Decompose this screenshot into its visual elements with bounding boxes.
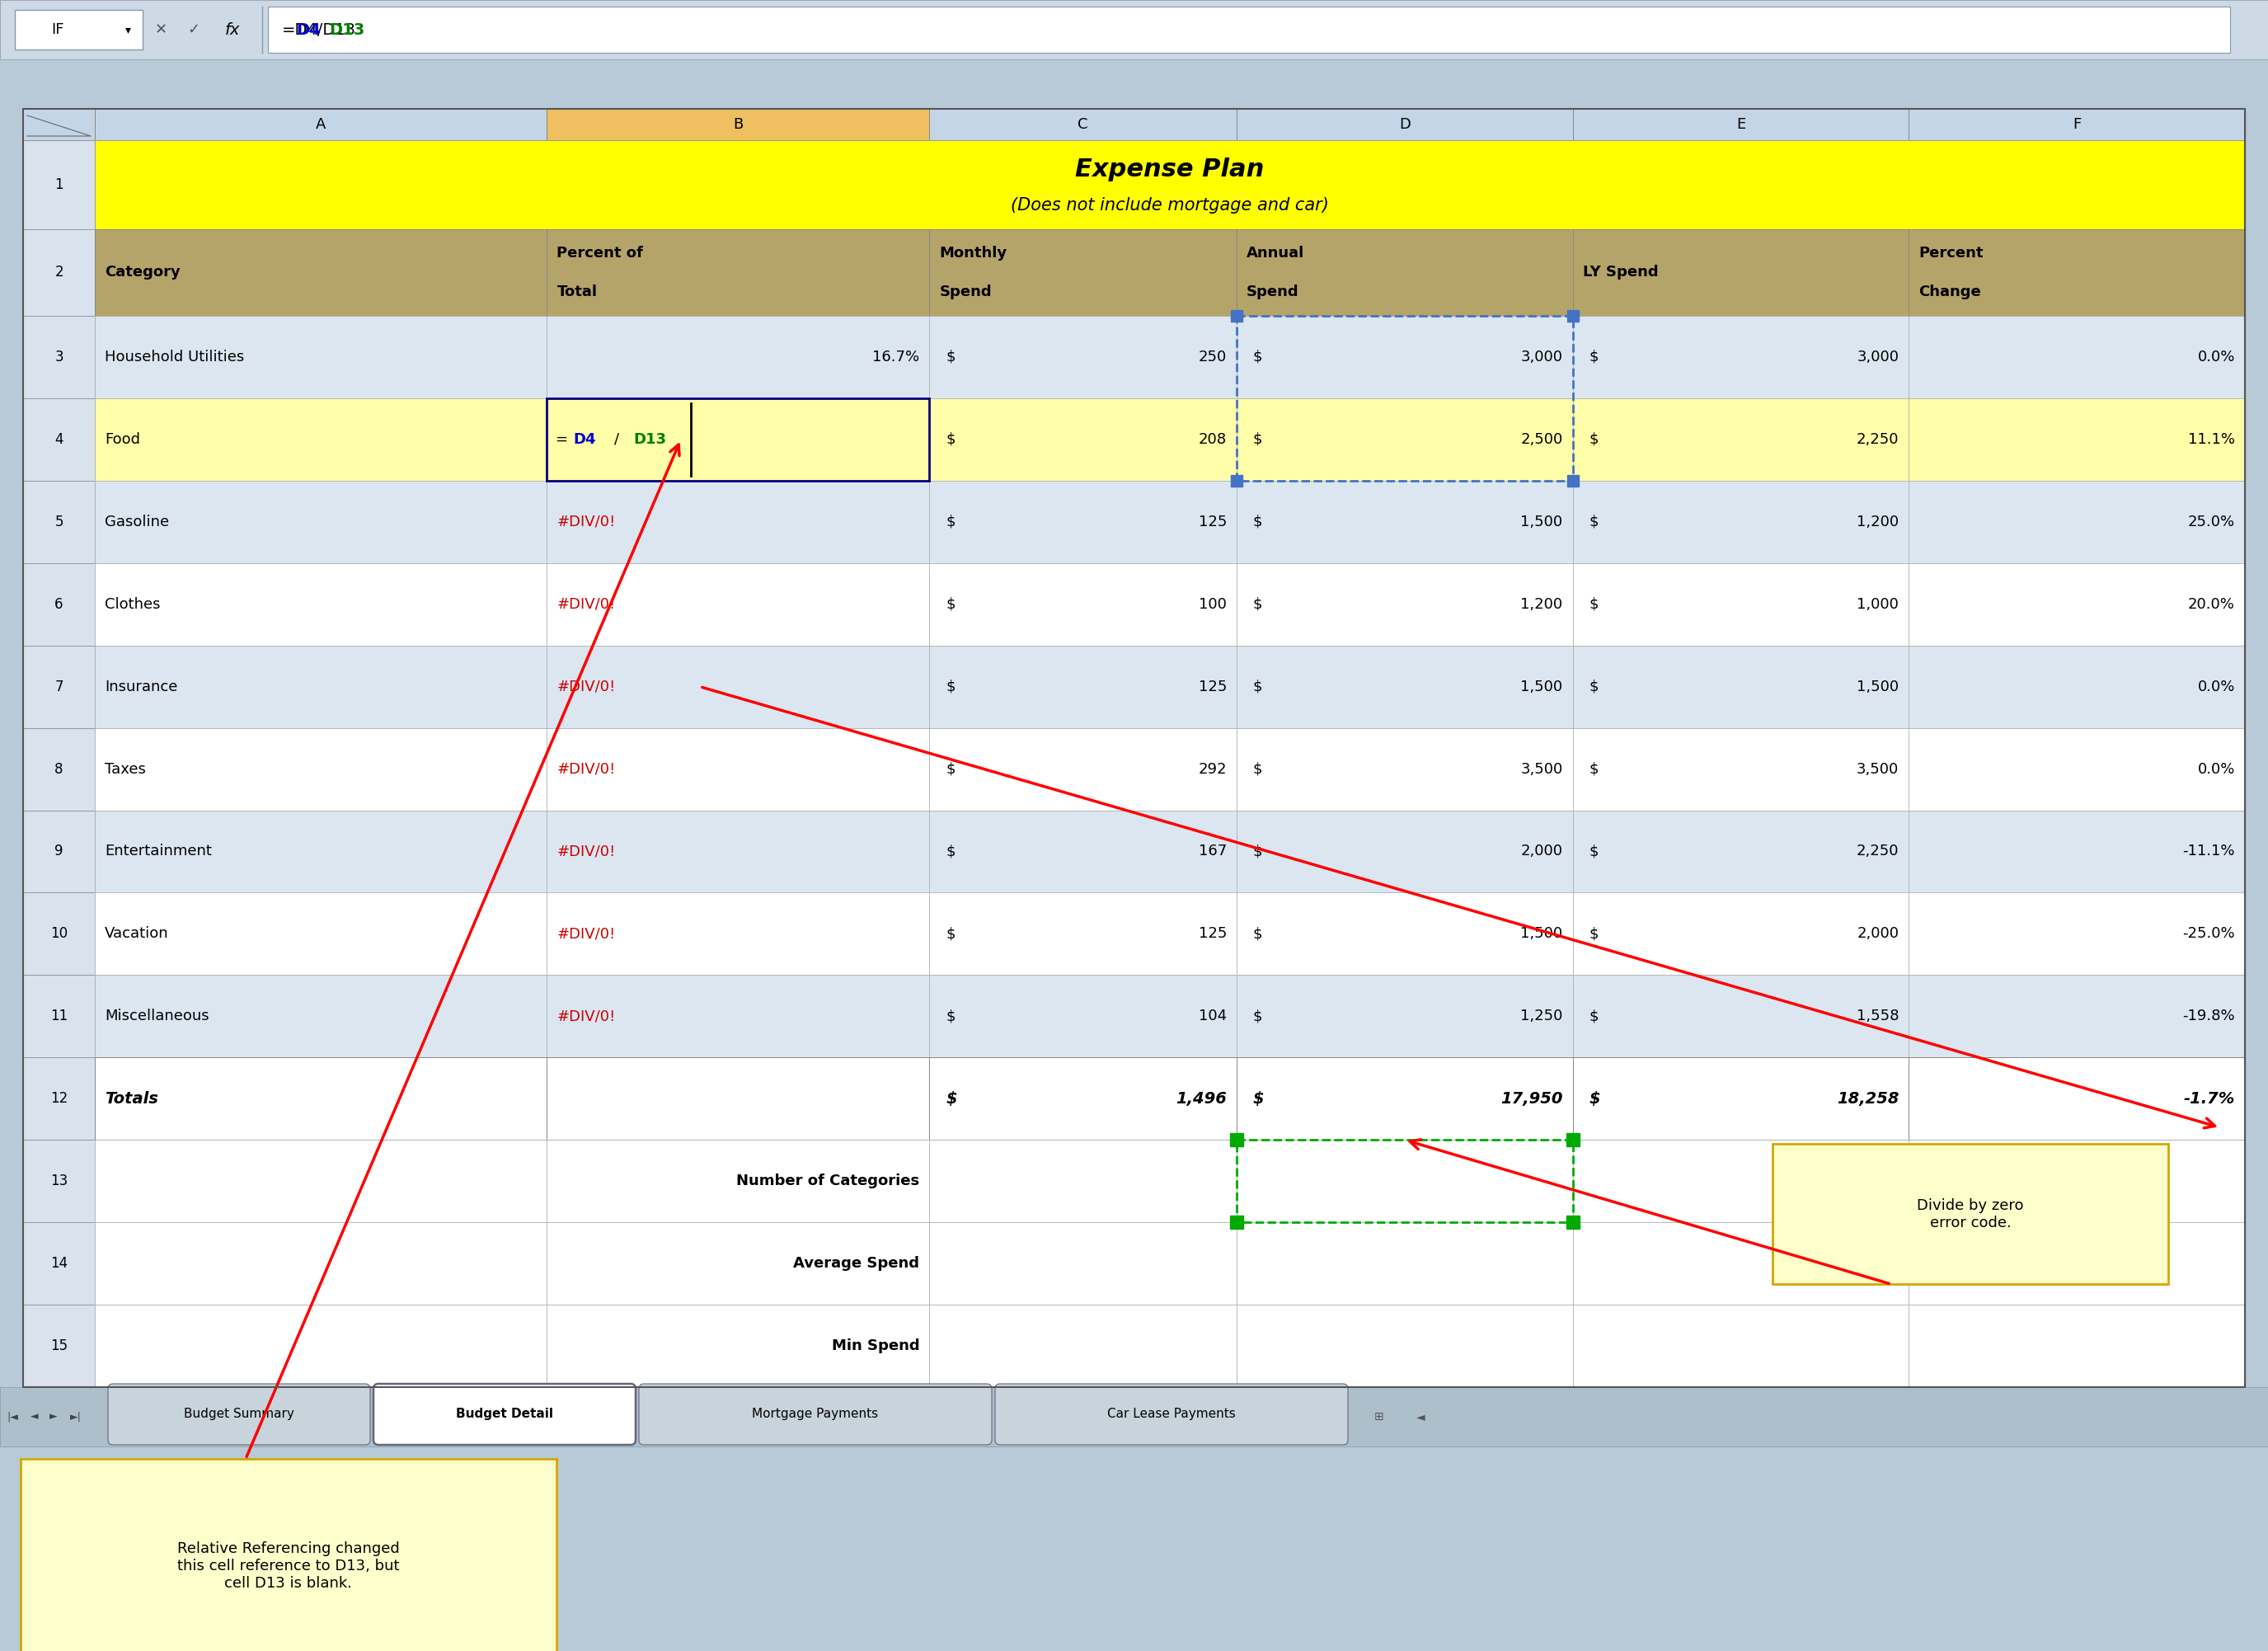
Text: -1.7%: -1.7% bbox=[2184, 1091, 2234, 1106]
FancyBboxPatch shape bbox=[95, 563, 547, 646]
Text: 13: 13 bbox=[50, 1174, 68, 1189]
FancyBboxPatch shape bbox=[640, 1384, 991, 1445]
Text: 14: 14 bbox=[50, 1256, 68, 1271]
FancyBboxPatch shape bbox=[95, 1222, 547, 1304]
FancyBboxPatch shape bbox=[1774, 1144, 2168, 1284]
Text: $: $ bbox=[1590, 515, 1599, 530]
FancyBboxPatch shape bbox=[1572, 398, 1910, 480]
FancyBboxPatch shape bbox=[547, 646, 930, 728]
Text: ▾: ▾ bbox=[125, 23, 132, 35]
FancyBboxPatch shape bbox=[930, 1058, 1236, 1139]
FancyBboxPatch shape bbox=[1910, 893, 2245, 976]
Text: #DIV/0!: #DIV/0! bbox=[558, 679, 615, 693]
Text: =: = bbox=[556, 433, 567, 447]
FancyBboxPatch shape bbox=[1910, 563, 2245, 646]
FancyBboxPatch shape bbox=[547, 398, 930, 480]
FancyBboxPatch shape bbox=[1910, 109, 2245, 140]
FancyBboxPatch shape bbox=[996, 1384, 1347, 1445]
Text: 8: 8 bbox=[54, 761, 64, 776]
Text: #DIV/0!: #DIV/0! bbox=[558, 844, 615, 859]
Text: 125: 125 bbox=[1198, 515, 1227, 530]
Text: 16.7%: 16.7% bbox=[873, 350, 919, 365]
Text: #DIV/0!: #DIV/0! bbox=[558, 926, 615, 941]
FancyBboxPatch shape bbox=[1572, 728, 1910, 811]
Text: $: $ bbox=[946, 926, 955, 941]
Text: $: $ bbox=[946, 433, 955, 447]
FancyBboxPatch shape bbox=[95, 976, 547, 1058]
Text: 25.0%: 25.0% bbox=[2189, 515, 2234, 530]
Text: 1,000: 1,000 bbox=[1857, 598, 1898, 611]
Text: 5: 5 bbox=[54, 515, 64, 530]
Text: $: $ bbox=[1252, 350, 1263, 365]
Text: 18,258: 18,258 bbox=[1837, 1091, 1898, 1106]
FancyBboxPatch shape bbox=[930, 728, 1236, 811]
Text: #DIV/0!: #DIV/0! bbox=[558, 1009, 615, 1024]
Text: #DIV/0!: #DIV/0! bbox=[558, 761, 615, 776]
FancyBboxPatch shape bbox=[1910, 398, 2245, 480]
Text: Annual: Annual bbox=[1247, 246, 1304, 261]
Text: 1,250: 1,250 bbox=[1520, 1009, 1563, 1024]
FancyBboxPatch shape bbox=[1236, 1304, 1572, 1387]
Text: 9: 9 bbox=[54, 844, 64, 859]
Text: 2,000: 2,000 bbox=[1857, 926, 1898, 941]
FancyBboxPatch shape bbox=[1572, 811, 1910, 893]
Text: $: $ bbox=[1590, 598, 1599, 611]
FancyBboxPatch shape bbox=[930, 1222, 1236, 1304]
FancyBboxPatch shape bbox=[23, 893, 95, 976]
FancyBboxPatch shape bbox=[1232, 310, 1243, 322]
FancyBboxPatch shape bbox=[95, 315, 547, 398]
FancyBboxPatch shape bbox=[1236, 893, 1572, 976]
FancyBboxPatch shape bbox=[547, 728, 930, 811]
FancyBboxPatch shape bbox=[23, 1304, 95, 1387]
Text: 0.0%: 0.0% bbox=[2198, 761, 2234, 776]
FancyBboxPatch shape bbox=[20, 1459, 556, 1651]
Text: -11.1%: -11.1% bbox=[2182, 844, 2234, 859]
Text: Gasoline: Gasoline bbox=[104, 515, 170, 530]
FancyBboxPatch shape bbox=[1236, 1139, 1572, 1222]
FancyBboxPatch shape bbox=[1567, 1215, 1579, 1228]
Text: $: $ bbox=[1590, 679, 1599, 693]
Text: ◄: ◄ bbox=[32, 1412, 39, 1422]
Text: $: $ bbox=[946, 1009, 955, 1024]
FancyBboxPatch shape bbox=[1910, 728, 2245, 811]
FancyBboxPatch shape bbox=[23, 1222, 95, 1304]
Text: 3,500: 3,500 bbox=[1520, 761, 1563, 776]
Text: Percent: Percent bbox=[1919, 246, 1984, 261]
Text: $: $ bbox=[1590, 1009, 1599, 1024]
Text: $: $ bbox=[1590, 844, 1599, 859]
Text: $: $ bbox=[1590, 433, 1599, 447]
Text: Food: Food bbox=[104, 433, 141, 447]
Text: ►: ► bbox=[50, 1412, 57, 1422]
FancyBboxPatch shape bbox=[1236, 563, 1572, 646]
Text: fx: fx bbox=[225, 21, 240, 38]
FancyBboxPatch shape bbox=[547, 1222, 930, 1304]
Text: D4: D4 bbox=[574, 433, 596, 447]
Text: 1,558: 1,558 bbox=[1857, 1009, 1898, 1024]
Text: $: $ bbox=[1590, 761, 1599, 776]
Text: Percent of: Percent of bbox=[558, 246, 644, 261]
FancyBboxPatch shape bbox=[1910, 1304, 2245, 1387]
Text: Divide by zero
error code.: Divide by zero error code. bbox=[1916, 1199, 2023, 1230]
Text: B: B bbox=[733, 117, 744, 132]
FancyBboxPatch shape bbox=[23, 1058, 95, 1139]
Text: Taxes: Taxes bbox=[104, 761, 145, 776]
FancyBboxPatch shape bbox=[1229, 1215, 1243, 1228]
FancyBboxPatch shape bbox=[1910, 315, 2245, 398]
Text: 11: 11 bbox=[50, 1009, 68, 1024]
FancyBboxPatch shape bbox=[23, 728, 95, 811]
Text: 6: 6 bbox=[54, 598, 64, 611]
Text: Spend: Spend bbox=[1247, 284, 1300, 299]
Text: 292: 292 bbox=[1198, 761, 1227, 776]
FancyBboxPatch shape bbox=[1572, 1139, 1910, 1222]
FancyBboxPatch shape bbox=[547, 1058, 930, 1139]
Text: Total: Total bbox=[558, 284, 596, 299]
FancyBboxPatch shape bbox=[95, 140, 2245, 229]
FancyBboxPatch shape bbox=[23, 1139, 95, 1222]
Text: 104: 104 bbox=[1198, 1009, 1227, 1024]
Text: 2,250: 2,250 bbox=[1857, 433, 1898, 447]
FancyBboxPatch shape bbox=[1236, 480, 1572, 563]
Text: 0.0%: 0.0% bbox=[2198, 679, 2234, 693]
Text: 1,500: 1,500 bbox=[1857, 679, 1898, 693]
Text: $: $ bbox=[946, 350, 955, 365]
